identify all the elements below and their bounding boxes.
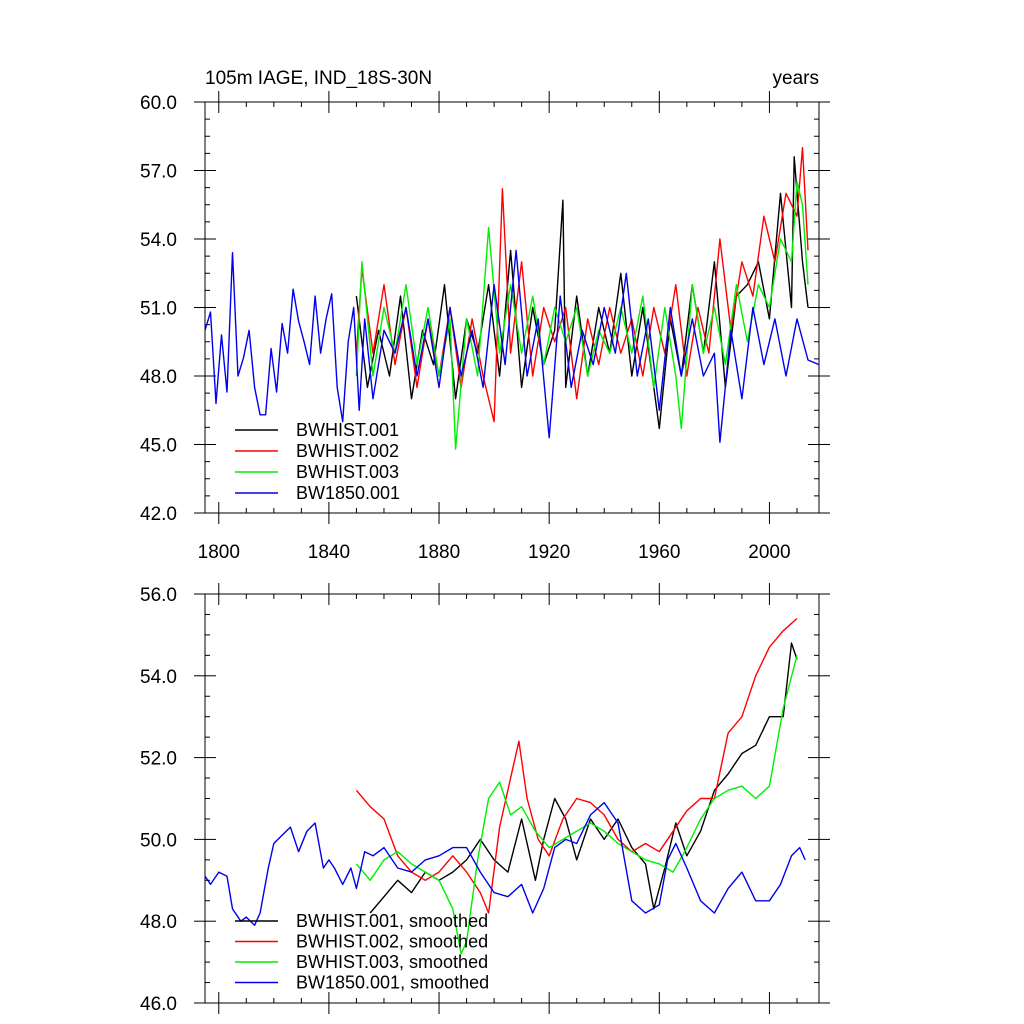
legend-label: BWHIST.002, smoothed: [296, 932, 488, 952]
legend-label: BWHIST.002: [296, 441, 399, 461]
chart-right-title: years: [773, 68, 819, 89]
y-tick-label: 51.0: [140, 299, 177, 320]
y-tick-label: 48.0: [140, 912, 177, 933]
x-tick-label: 2000: [748, 542, 790, 563]
y-tick-label: 45.0: [140, 436, 177, 457]
legend-label: BWHIST.003: [296, 462, 399, 482]
y-tick-label: 42.0: [140, 504, 177, 525]
top-panel: 42.0 45.0 48.0 51.0 54.0 57.0 60.0 1800 1840 1880…: [140, 68, 830, 563]
y-tick-label: 57.0: [140, 162, 177, 183]
series-line: [355, 146, 809, 423]
legend-label: BW1850.001: [296, 483, 400, 503]
series-line: [355, 617, 798, 914]
series-line: [369, 642, 798, 914]
series-line: [355, 181, 809, 450]
legend-label: BWHIST.001, smoothed: [296, 911, 488, 931]
series-line: [205, 249, 819, 443]
y-tick-label: 56.0: [140, 585, 177, 606]
y-tick-label: 54.0: [140, 230, 177, 251]
legend-label: BWHIST.003, smoothed: [296, 952, 488, 972]
x-tick-label: 1840: [308, 542, 350, 563]
x-tick-label: 1880: [418, 542, 460, 563]
x-tick-label: 1960: [638, 542, 680, 563]
x-tick-label: 1800: [198, 542, 240, 563]
y-tick-label: 54.0: [140, 667, 177, 688]
y-tick-label: 48.0: [140, 367, 177, 388]
legend-label: BWHIST.001: [296, 420, 399, 440]
bottom-panel: 46.0 48.0 50.0 52.0 54.0 56.0 BWHIST.001, smoo…: [140, 583, 830, 1015]
y-tick-label: 60.0: [140, 93, 177, 114]
series-line: [355, 655, 798, 955]
series-line: [205, 801, 806, 926]
x-tick-label: 1920: [528, 542, 570, 563]
legend-label: BW1850.001, smoothed: [296, 973, 489, 993]
chart-title: 105m IAGE, IND_18S-30N: [205, 68, 432, 89]
y-tick-label: 46.0: [140, 994, 177, 1015]
y-tick-label: 50.0: [140, 830, 177, 851]
series-group: [205, 146, 819, 450]
y-tick-label: 52.0: [140, 749, 177, 770]
series-group: [205, 617, 806, 955]
